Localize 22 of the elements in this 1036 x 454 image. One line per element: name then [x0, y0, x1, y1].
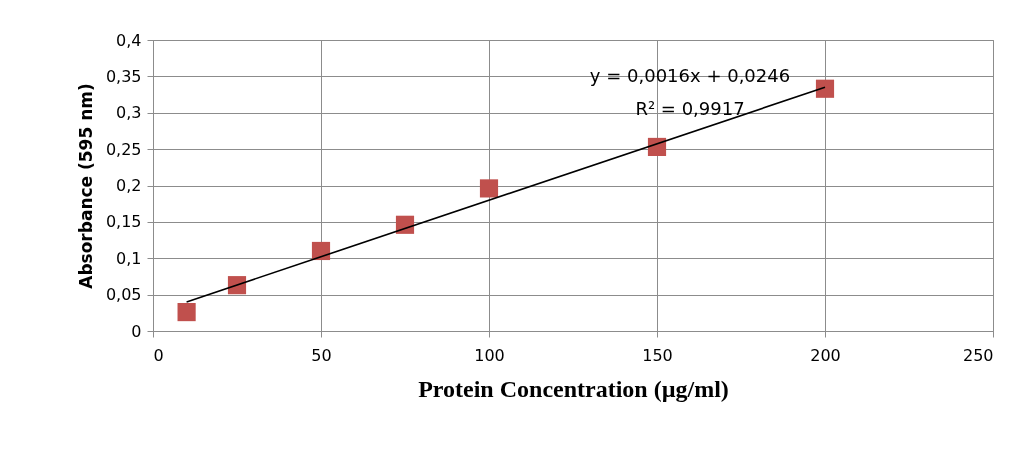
- y-tick-label: 0,05: [105, 285, 142, 305]
- y-tick-label: 0: [131, 321, 142, 341]
- x-tick-label: 0: [153, 345, 164, 365]
- point: [815, 79, 835, 98]
- y-tick-label: 0,25: [105, 139, 142, 159]
- x-tick-label: 50: [311, 345, 332, 365]
- y-tick-label: 0,1: [116, 248, 142, 268]
- annotation: y = 0,0016x + 0,0246: [589, 65, 791, 86]
- point: [177, 303, 196, 322]
- y-tick-label: 0,4: [116, 30, 142, 50]
- x-tick-label: 100: [474, 345, 505, 365]
- annotation: R² = 0,9917: [635, 98, 745, 119]
- y-tick-label: 0,35: [105, 66, 142, 86]
- x-tick-label: 200: [810, 345, 841, 365]
- y-tick-label: 0,3: [116, 103, 142, 123]
- y-tick-label: 0,15: [105, 212, 142, 232]
- x-tick-label: 150: [642, 345, 673, 365]
- x-tick-label: 250: [962, 345, 994, 365]
- x-axis-title: Protein Concentration (µg/ml): [418, 375, 729, 402]
- y-tick-label: 0,2: [116, 176, 142, 195]
- point: [479, 179, 499, 198]
- y-axis-title: Absorbance (595 nm): [75, 83, 96, 289]
